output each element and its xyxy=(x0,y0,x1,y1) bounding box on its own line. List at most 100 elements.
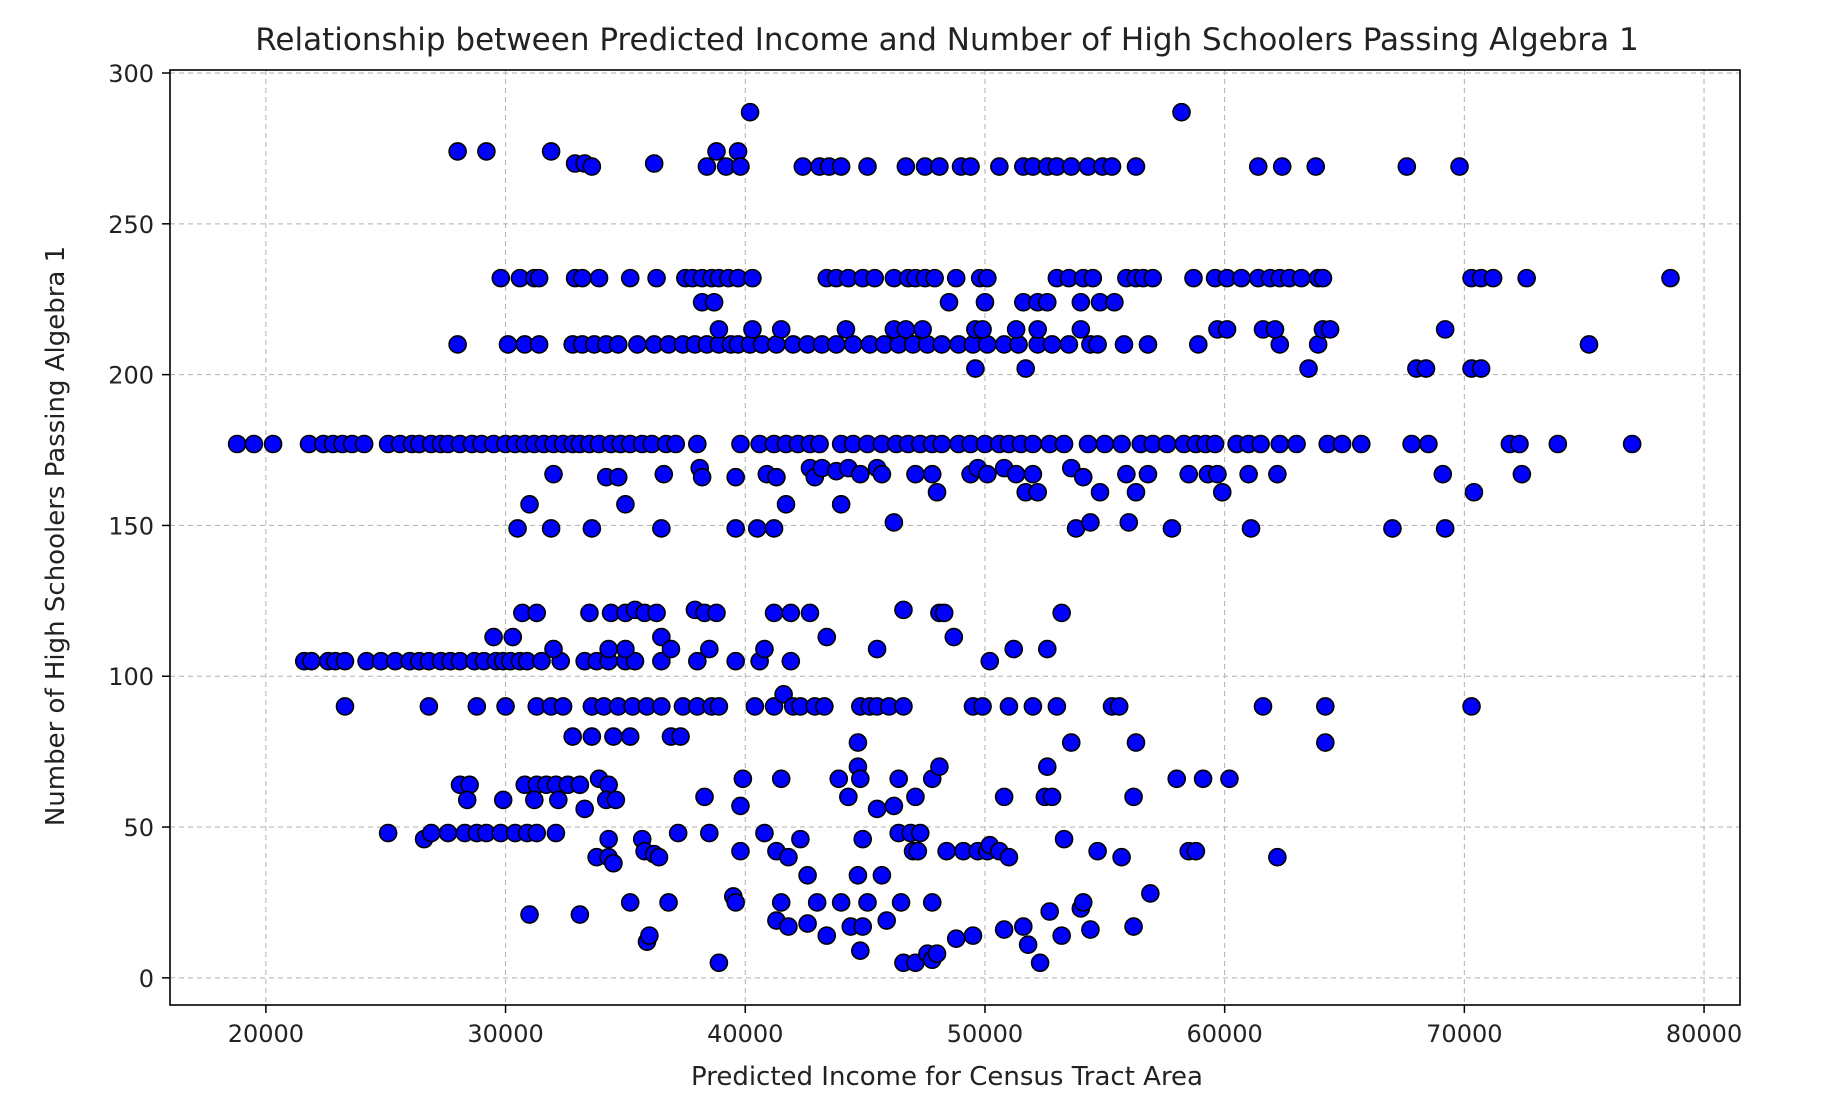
scatter-point xyxy=(839,787,858,807)
scatter-point xyxy=(709,697,729,716)
scatter-point xyxy=(764,519,784,538)
scatter-point xyxy=(652,697,671,716)
scatter-point xyxy=(1054,829,1074,849)
scatter-point xyxy=(520,905,539,924)
scatter-point xyxy=(1212,482,1232,502)
scatter-point xyxy=(1313,268,1333,288)
scatter-point xyxy=(1037,292,1057,312)
scatter-point xyxy=(731,841,750,861)
scatter-point xyxy=(661,639,681,659)
scatter-point xyxy=(544,639,563,659)
scatter-point xyxy=(937,841,956,861)
scatter-point xyxy=(764,603,784,623)
scatter-point xyxy=(908,841,928,861)
scatter-point xyxy=(726,519,745,538)
scatter-point xyxy=(1661,268,1680,288)
scatter-point xyxy=(1270,434,1290,454)
scatter-point xyxy=(1037,639,1057,659)
scatter-point xyxy=(1040,902,1059,921)
scatter-point xyxy=(1138,335,1158,354)
scatter-point xyxy=(1112,847,1131,867)
scatter-point xyxy=(1071,320,1091,339)
scatter-point xyxy=(1090,482,1110,502)
scatter-point xyxy=(1462,697,1481,716)
scatter-point xyxy=(978,464,997,484)
scatter-point xyxy=(726,467,745,487)
scatter-point xyxy=(493,790,513,810)
x-tick-label: 20000 xyxy=(228,1020,304,1048)
scatter-point xyxy=(692,467,712,487)
scatter-point xyxy=(498,335,518,354)
scatter-point xyxy=(798,914,817,933)
scatter-point xyxy=(1083,268,1103,288)
scatter-point xyxy=(419,697,439,716)
scatter-point xyxy=(704,292,724,312)
scatter-point xyxy=(1299,359,1318,378)
scatter-point xyxy=(925,268,944,288)
scatter-point xyxy=(666,434,686,454)
scatter-point xyxy=(747,519,767,538)
scatter-point xyxy=(491,268,511,288)
scatter-point xyxy=(743,320,762,339)
scatter-point xyxy=(1009,335,1028,354)
scatter-point xyxy=(625,651,645,671)
scatter-point xyxy=(1184,268,1203,288)
scatter-point xyxy=(913,320,932,339)
scatter-point xyxy=(831,157,851,176)
scatter-point xyxy=(836,320,856,339)
scatter-point xyxy=(1078,434,1098,454)
scatter-point xyxy=(1517,268,1536,288)
scatter-point xyxy=(1205,434,1225,454)
scatter-point xyxy=(1126,157,1146,176)
scatter-point xyxy=(457,790,477,810)
scatter-point xyxy=(572,268,592,288)
scatter-point xyxy=(1272,157,1292,176)
scatter-point xyxy=(1306,157,1326,176)
scatter-point xyxy=(1124,787,1143,807)
scatter-point xyxy=(589,268,609,288)
scatter-point xyxy=(529,268,549,288)
scatter-point xyxy=(877,911,896,930)
x-tick-label: 30000 xyxy=(467,1020,543,1048)
scatter-point xyxy=(1253,697,1273,716)
scatter-point xyxy=(1402,434,1421,454)
scatter-point xyxy=(525,790,544,810)
scatter-point xyxy=(1126,733,1146,752)
scatter-point xyxy=(731,796,750,816)
scatter-point xyxy=(508,519,527,538)
scatter-point xyxy=(1292,268,1311,288)
scatter-point xyxy=(1030,953,1050,973)
scatter-point xyxy=(743,268,762,288)
scatter-point xyxy=(709,320,729,339)
scatter-point xyxy=(922,464,942,484)
y-tick-label: 250 xyxy=(108,211,154,239)
scatter-point xyxy=(930,157,949,176)
scatter-point xyxy=(966,359,985,378)
scatter-point xyxy=(1241,519,1261,538)
scatter-point xyxy=(1548,434,1568,454)
scatter-point xyxy=(791,829,810,849)
scatter-point xyxy=(378,823,398,843)
scatter-point xyxy=(620,268,640,288)
y-tick-label: 0 xyxy=(139,965,154,993)
scatter-point xyxy=(1435,320,1455,339)
scatter-point xyxy=(520,495,539,514)
scatter-point xyxy=(1208,464,1227,484)
scatter-point xyxy=(896,157,916,176)
scatter-point xyxy=(1006,464,1026,484)
y-tick-label: 150 xyxy=(108,512,154,540)
scatter-point xyxy=(1510,434,1529,454)
scatter-point xyxy=(532,651,551,671)
scatter-point xyxy=(707,142,726,161)
scatter-point xyxy=(1383,519,1402,538)
scatter-point xyxy=(1119,513,1139,532)
scatter-point xyxy=(946,268,966,288)
scatter-point xyxy=(726,651,745,671)
scatter-point xyxy=(640,926,659,945)
scatter-point xyxy=(1052,603,1071,623)
scatter-point xyxy=(541,519,561,538)
scatter-point xyxy=(1287,434,1306,454)
scatter-point xyxy=(851,941,870,961)
scatter-point xyxy=(1193,769,1213,789)
scatter-point xyxy=(1464,482,1484,502)
